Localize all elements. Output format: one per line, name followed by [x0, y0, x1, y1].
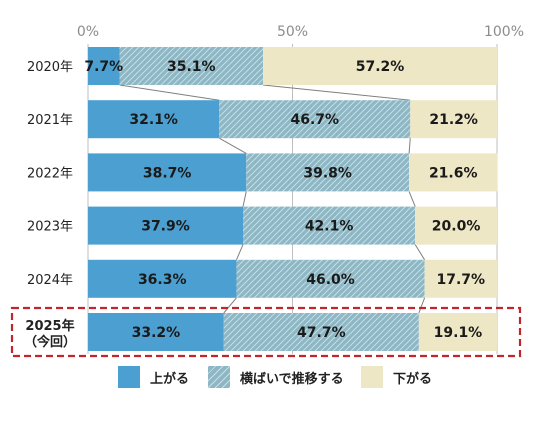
data-label-up: 37.9% — [141, 219, 190, 235]
legend-label-down: 下がる — [393, 371, 433, 387]
data-label-up: 32.1% — [129, 112, 178, 128]
bar-segment-down — [409, 153, 498, 192]
data-label-up: 7.7% — [84, 59, 123, 75]
legend: 上がる 横ばいで推移する 下がる — [0, 364, 536, 390]
legend-swatch-down — [361, 366, 383, 388]
axis-labels: 0% 50% 100% 2020年 2021年 2022年 2023年 2024年 2025年（… — [24, 24, 524, 350]
x-tick-label: 50% — [277, 24, 308, 40]
data-label-flat: 39.8% — [303, 165, 352, 181]
x-tick-label: 0% — [77, 24, 99, 40]
gridlines — [87, 44, 498, 354]
category-label: 2022年 — [27, 166, 73, 181]
data-label-flat: 42.1% — [305, 219, 354, 235]
data-label-up: 36.3% — [138, 272, 187, 288]
legend-label-up: 上がる — [150, 371, 190, 387]
bar-segment-flat — [223, 313, 419, 351]
bar-segment-down — [263, 47, 497, 85]
bar-segment-up — [88, 100, 220, 139]
category-note: （今回） — [24, 334, 76, 350]
data-label-flat: 47.7% — [297, 325, 346, 341]
legend-item-flat: 横ばいで推移する — [208, 364, 344, 390]
category-label: 2025年 — [25, 318, 74, 334]
bar-segment-up — [88, 259, 237, 298]
data-label-down: 57.2% — [356, 59, 405, 75]
connector-line — [418, 297, 426, 314]
connector-line — [263, 84, 411, 101]
bar-segment-down — [418, 313, 497, 351]
connector-lines — [119, 84, 426, 314]
value-labels: 7.7% 35.1% 57.2% 32.1% 46.7% 21.2% 38.7% 39.8% 2… — [84, 59, 485, 341]
data-label-down: 20.0% — [432, 219, 481, 235]
legend-item-up: 上がる — [118, 364, 189, 390]
connector-line — [219, 137, 247, 154]
category-label: 2023年 — [27, 220, 73, 235]
bar-segment-flat — [119, 47, 264, 85]
bar-segment-up — [88, 206, 244, 245]
bar-segment-up — [88, 153, 247, 192]
data-label-down: 19.1% — [434, 325, 483, 341]
bar-segment-flat — [243, 206, 416, 245]
bar-segment-down — [410, 100, 497, 139]
data-label-flat: 46.0% — [306, 272, 355, 288]
bar-segment-up — [88, 47, 120, 85]
data-label-flat: 35.1% — [167, 59, 216, 75]
category-label: 2021年 — [27, 113, 73, 128]
category-label: 2024年 — [27, 273, 73, 288]
bar-segment-down — [415, 206, 497, 245]
connector-line — [223, 297, 237, 314]
connector-line — [408, 138, 411, 154]
data-label-flat: 46.7% — [291, 112, 340, 128]
bar-segment-down — [424, 259, 497, 298]
data-label-down: 21.6% — [429, 165, 478, 181]
bars — [88, 47, 498, 351]
legend-swatch-up — [118, 366, 140, 388]
bar-segment-flat — [219, 100, 411, 139]
legend-label-flat: 横ばいで推移する — [240, 371, 344, 387]
bar-segment-flat — [246, 153, 410, 192]
legend-swatch-flat — [208, 366, 230, 388]
x-tick-label: 100% — [484, 24, 524, 40]
data-label-up: 38.7% — [143, 165, 192, 181]
bar-segment-up — [88, 313, 224, 351]
connector-line — [414, 244, 426, 261]
bar-segment-flat — [236, 259, 425, 298]
data-label-up: 33.2% — [132, 325, 181, 341]
legend-item-down: 下がる — [361, 364, 432, 390]
highlight-box — [10, 306, 522, 358]
data-label-down: 21.2% — [429, 112, 478, 128]
data-label-down: 17.7% — [437, 272, 486, 288]
connector-line — [242, 191, 247, 207]
connector-line — [119, 84, 220, 101]
highlight-box-outline — [10, 306, 522, 358]
connector-line — [408, 191, 416, 207]
category-label: 2020年 — [27, 60, 73, 75]
connector-line — [236, 244, 244, 260]
